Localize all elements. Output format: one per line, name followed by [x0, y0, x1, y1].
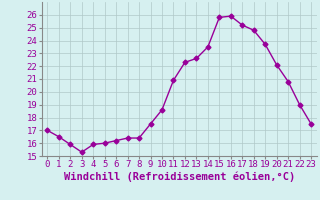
X-axis label: Windchill (Refroidissement éolien,°C): Windchill (Refroidissement éolien,°C) — [64, 172, 295, 182]
